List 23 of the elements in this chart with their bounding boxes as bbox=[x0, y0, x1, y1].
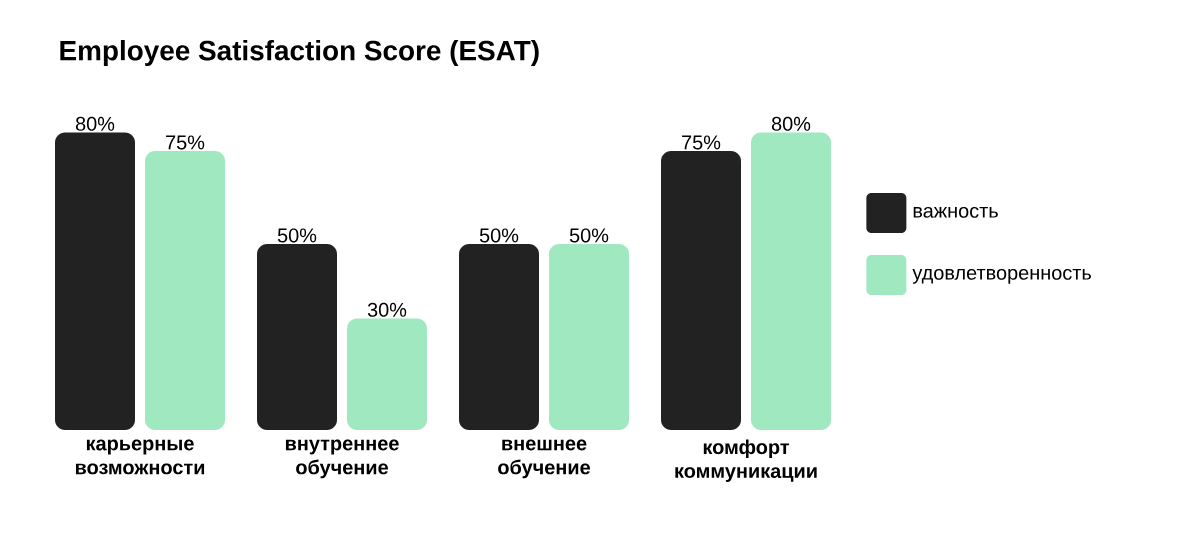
x-tick-label: комфорт коммуникации bbox=[675, 439, 817, 483]
bar bbox=[549, 244, 630, 430]
legend-label: удовлетворенность bbox=[912, 268, 1091, 284]
data-label: 75% bbox=[166, 135, 205, 150]
data-label: 80% bbox=[75, 116, 115, 131]
bar bbox=[257, 244, 337, 430]
bar bbox=[145, 151, 225, 430]
data-label: 75% bbox=[682, 135, 721, 150]
data-label: 80% bbox=[771, 116, 811, 131]
data-label: 50% bbox=[277, 228, 317, 243]
x-tick-label: внешнее обучение bbox=[498, 439, 591, 479]
bar bbox=[661, 151, 742, 430]
legend-label: важность bbox=[913, 206, 998, 218]
bar bbox=[55, 132, 135, 430]
data-label: 50% bbox=[479, 228, 519, 243]
data-label: 50% bbox=[569, 228, 609, 243]
bar bbox=[347, 318, 427, 430]
bar bbox=[751, 132, 832, 430]
bar bbox=[459, 244, 540, 430]
chart-title: Employee Satisfaction Score (ESAT) bbox=[60, 40, 539, 66]
data-label: 30% bbox=[367, 302, 407, 317]
x-tick-label: внутреннее обучение bbox=[285, 439, 399, 479]
x-tick-label: карьерные возможности bbox=[75, 439, 205, 475]
